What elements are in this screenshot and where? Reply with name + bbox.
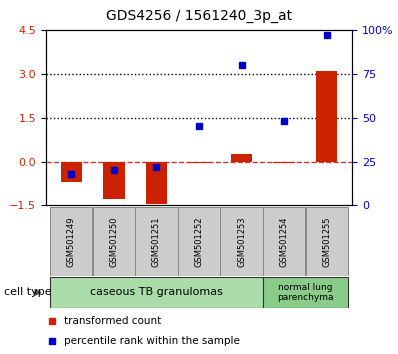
Text: GSM501249: GSM501249	[67, 216, 76, 267]
Text: GDS4256 / 1561240_3p_at: GDS4256 / 1561240_3p_at	[106, 9, 292, 23]
Text: cell type: cell type	[4, 287, 52, 297]
Bar	[273, 161, 295, 163]
FancyBboxPatch shape	[263, 207, 305, 276]
FancyBboxPatch shape	[263, 277, 348, 308]
Text: GSM501251: GSM501251	[152, 216, 161, 267]
FancyBboxPatch shape	[220, 207, 263, 276]
Bar	[316, 71, 338, 161]
Text: normal lung
parenchyma: normal lung parenchyma	[277, 283, 334, 302]
Text: transformed count: transformed count	[64, 316, 162, 326]
FancyBboxPatch shape	[178, 207, 220, 276]
FancyBboxPatch shape	[306, 207, 348, 276]
Text: GSM501254: GSM501254	[280, 216, 289, 267]
Text: GSM501252: GSM501252	[195, 216, 203, 267]
Text: percentile rank within the sample: percentile rank within the sample	[64, 336, 240, 346]
FancyBboxPatch shape	[135, 207, 178, 276]
Bar	[231, 154, 252, 161]
Text: GSM501253: GSM501253	[237, 216, 246, 267]
Text: GSM501250: GSM501250	[109, 216, 118, 267]
Bar	[60, 161, 82, 182]
Bar	[188, 161, 210, 163]
Text: GSM501255: GSM501255	[322, 216, 331, 267]
FancyBboxPatch shape	[50, 277, 263, 308]
Text: caseous TB granulomas: caseous TB granulomas	[90, 287, 223, 297]
Bar	[146, 161, 167, 204]
Bar	[103, 161, 125, 199]
FancyBboxPatch shape	[93, 207, 135, 276]
FancyBboxPatch shape	[50, 207, 92, 276]
